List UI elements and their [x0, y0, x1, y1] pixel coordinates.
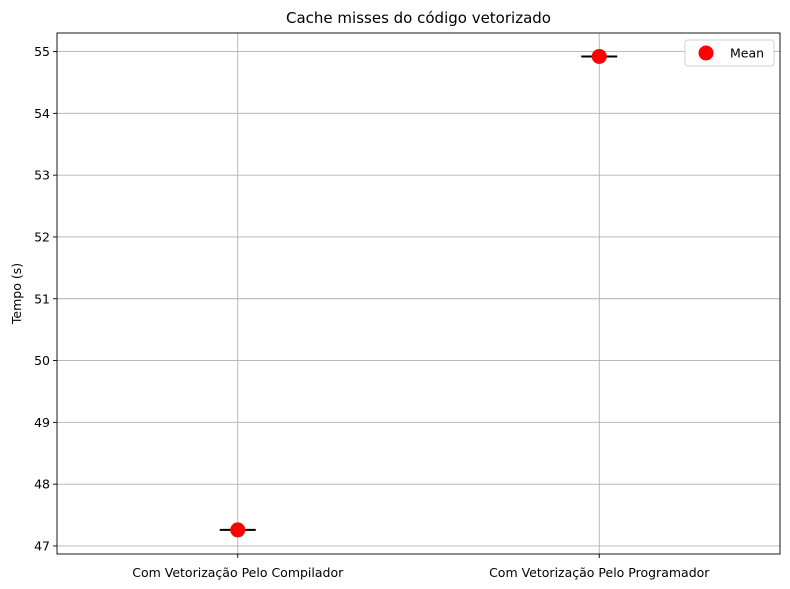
- y-tick-label: 55: [34, 44, 50, 59]
- y-tick-label: 48: [34, 477, 50, 492]
- legend-mean-marker: [698, 45, 714, 61]
- x-tick-label: Com Vetorização Pelo Programador: [489, 565, 710, 580]
- data-marks: [219, 48, 618, 538]
- legend: Mean: [684, 39, 775, 67]
- x-axis: Com Vetorização Pelo Compilador Com Vetor…: [132, 554, 710, 580]
- y-axis: 47 48 49 50 51 52 53 54 55: [34, 44, 57, 553]
- x-tick-label: Com Vetorização Pelo Compilador: [132, 565, 344, 580]
- y-tick-label: 53: [34, 168, 50, 183]
- y-tick-label: 50: [34, 353, 50, 368]
- y-tick-label: 52: [34, 229, 50, 244]
- legend-mean-label: Mean: [730, 46, 764, 61]
- grid: [57, 33, 780, 554]
- mean-marker: [230, 522, 246, 538]
- y-tick-label: 51: [34, 291, 50, 306]
- mean-marker: [591, 48, 607, 64]
- y-tick-label: 54: [34, 106, 50, 121]
- plot-area-frame: [56, 32, 781, 555]
- chart-title: Cache misses do código vetorizado: [286, 9, 551, 27]
- y-tick-label: 47: [34, 538, 50, 553]
- y-tick-label: 49: [34, 415, 50, 430]
- y-axis-label: Tempo (s): [9, 263, 24, 325]
